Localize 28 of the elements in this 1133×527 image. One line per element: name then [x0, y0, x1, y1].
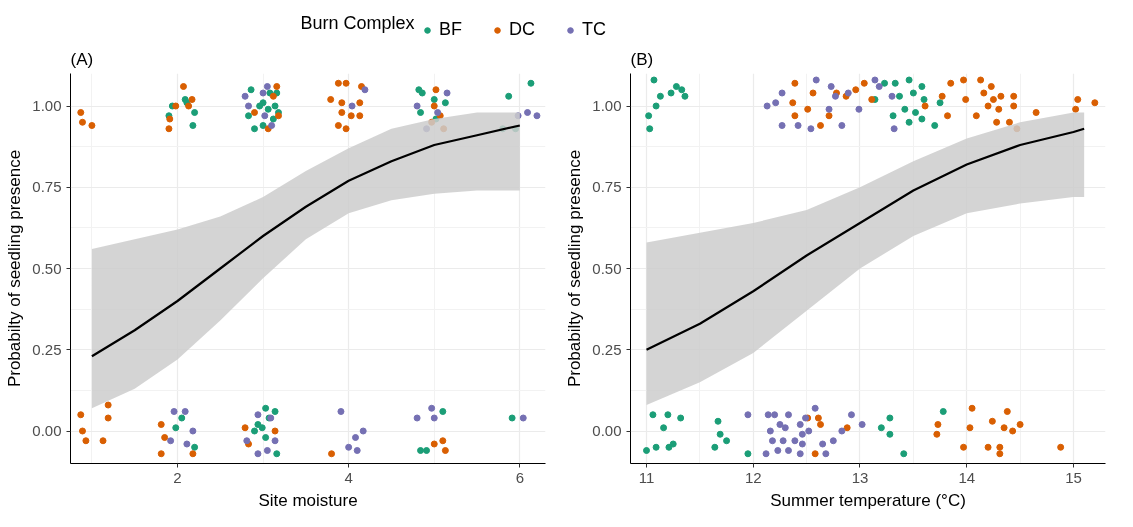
legend-label: BF	[439, 19, 463, 40]
y-tick-label: 0.75	[592, 178, 622, 196]
x-axis-title: Site moisture	[258, 490, 358, 510]
x-axis-title: Summer temperature (°C)	[770, 490, 966, 510]
y-tick-label: 0.75	[32, 178, 62, 196]
y-tick-label: 0.00	[592, 422, 622, 439]
y-tick-label: 0.50	[592, 259, 622, 277]
x-tick-label: 6	[515, 468, 524, 486]
x-tick-label: 12	[744, 468, 762, 486]
y-tick-label: 0.25	[592, 340, 622, 358]
x-tick-label: 2	[173, 468, 182, 486]
y-tick-label: 0.50	[32, 259, 62, 277]
x-tick-label: 13	[851, 468, 869, 486]
chart-title: (B)	[630, 49, 654, 69]
x-tick-label: 11	[638, 468, 655, 486]
y-tick-label: 0.25	[32, 340, 62, 358]
y-axis-title: Probabilty of seedling presence	[565, 149, 585, 388]
y-tick-label: 0.00	[32, 422, 62, 439]
chart-title: (A)	[70, 49, 94, 69]
y-tick-label: 1.00	[32, 97, 62, 114]
y-axis-title: Probabilty of seedling presence	[5, 149, 25, 388]
x-tick-label: 15	[1065, 468, 1082, 486]
legend-title: Burn Complex	[300, 12, 415, 33]
y-tick-label: 1.00	[592, 97, 622, 114]
legend-label: TC	[582, 19, 607, 40]
x-tick-label: 14	[958, 468, 976, 486]
x-tick-label: 4	[344, 468, 353, 486]
legend-label: DC	[509, 19, 536, 40]
